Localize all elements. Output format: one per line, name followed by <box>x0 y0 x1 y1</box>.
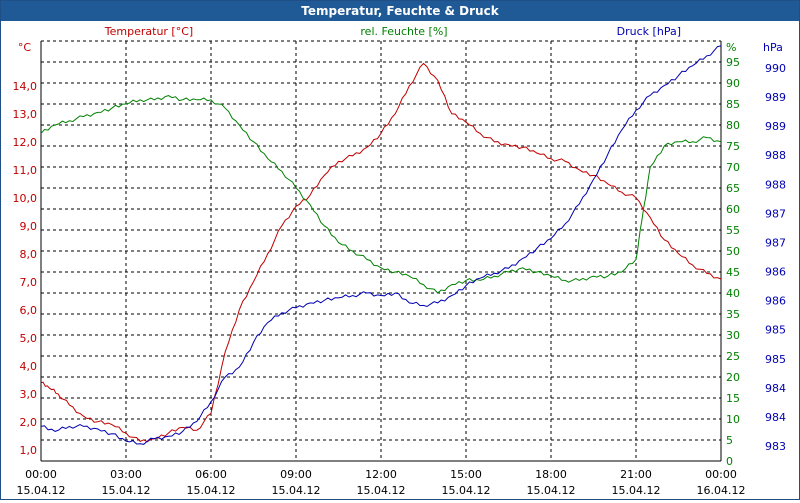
pressure-axis-title: Druck [hPa] <box>617 25 681 38</box>
pressure-axis-ticks: 983 984 984 985 985 986 986 987 987 988 988 989 989 9… <box>765 62 786 453</box>
humidity-tick-label: 95 <box>726 56 740 69</box>
temperature-tick-label: 13,0 <box>13 108 38 121</box>
series-lines <box>40 45 722 445</box>
pressure-tick-label: 988 <box>765 149 786 162</box>
x-tick-time: 12:00 <box>365 468 397 481</box>
x-tick-time: 00:00 <box>705 468 737 481</box>
humidity-tick-label: 75 <box>726 140 740 153</box>
temperature-tick-label: 7,0 <box>20 276 38 289</box>
x-tick-date: 15.04.12 <box>357 484 406 497</box>
humidity-tick-label: 55 <box>726 224 740 237</box>
temperature-tick-label: 4,0 <box>20 360 38 373</box>
pressure-tick-label: 989 <box>765 91 786 104</box>
x-tick-time: 09:00 <box>280 468 312 481</box>
x-tick-date: 15.04.12 <box>17 484 66 497</box>
temperature-tick-label: 11,0 <box>13 164 38 177</box>
pressure-tick-label: 985 <box>765 353 786 366</box>
humidity-tick-label: 80 <box>726 119 740 132</box>
pressure-tick-label: 986 <box>765 266 786 279</box>
pressure-tick-label: 989 <box>765 120 786 133</box>
x-tick-time: 21:00 <box>620 468 652 481</box>
x-tick-time: 06:00 <box>195 468 227 481</box>
pressure-tick-label: 986 <box>765 295 786 308</box>
humidity-tick-label: 45 <box>726 266 740 279</box>
humidity-tick-label: 65 <box>726 182 740 195</box>
x-tick-date: 15.04.12 <box>187 484 236 497</box>
x-tick-time: 18:00 <box>535 468 567 481</box>
window-title: Temperatur, Feuchte & Druck <box>1 1 799 21</box>
series-line-pressure <box>40 45 722 445</box>
humidity-tick-label: 85 <box>726 98 740 111</box>
x-tick-date: 15.04.12 <box>272 484 321 497</box>
humidity-axis-title: rel. Feuchte [%] <box>360 25 447 38</box>
humidity-tick-label: 20 <box>726 371 740 384</box>
humidity-tick-label: 15 <box>726 392 740 405</box>
humidity-tick-label: 25 <box>726 350 740 363</box>
humidity-unit: % <box>726 41 736 54</box>
series-line-temperature <box>40 62 722 443</box>
humidity-tick-label: 70 <box>726 161 740 174</box>
pressure-tick-label: 990 <box>765 62 786 75</box>
temperature-tick-label: 8,0 <box>20 248 38 261</box>
humidity-tick-label: 10 <box>726 413 740 426</box>
temperature-axis-ticks: 1,0 2,0 3,0 4,0 5,0 6,0 7,0 8,0 9,0 10,0 11,0 12,0 1… <box>13 80 38 457</box>
humidity-tick-label: 5 <box>726 434 733 447</box>
humidity-tick-label: 50 <box>726 245 740 258</box>
pressure-tick-label: 987 <box>765 236 786 249</box>
temperature-tick-label: 10,0 <box>13 192 38 205</box>
pressure-tick-label: 984 <box>765 411 786 424</box>
humidity-tick-label: 0 <box>726 455 733 468</box>
chart: Temperatur [°C] rel. Feuchte [%] Druck [hP… <box>13 25 787 497</box>
x-axis-ticks: 00:00 15.04.12 03:00 15.04.12 06:00 15.04.12 0… <box>17 468 746 497</box>
pressure-tick-label: 988 <box>765 178 786 191</box>
temperature-tick-label: 9,0 <box>20 220 38 233</box>
x-tick-date: 15.04.12 <box>102 484 151 497</box>
x-tick-date: 15.04.12 <box>612 484 661 497</box>
pressure-tick-label: 985 <box>765 324 786 337</box>
temperature-unit: °C <box>18 41 32 54</box>
pressure-tick-label: 987 <box>765 207 786 220</box>
axis-titles: Temperatur [°C] rel. Feuchte [%] Druck [hP… <box>18 25 783 54</box>
x-tick-date: 16.04.12 <box>697 484 746 497</box>
x-tick-time: 15:00 <box>450 468 482 481</box>
x-tick-date: 15.04.12 <box>442 484 491 497</box>
temperature-tick-label: 3,0 <box>20 388 38 401</box>
temperature-tick-label: 6,0 <box>20 304 38 317</box>
humidity-tick-label: 90 <box>726 77 740 90</box>
humidity-axis-ticks: 0 5 10 15 20 25 30 35 40 45 50 55 60 65 70 75 80 85 90 95 <box>726 56 740 468</box>
humidity-tick-label: 30 <box>726 329 740 342</box>
pressure-tick-label: 983 <box>765 440 786 453</box>
x-tick-time: 03:00 <box>110 468 142 481</box>
temperature-tick-label: 2,0 <box>20 416 38 429</box>
temperature-tick-label: 12,0 <box>13 136 38 149</box>
pressure-tick-label: 984 <box>765 382 786 395</box>
humidity-tick-label: 35 <box>726 308 740 321</box>
series-line-humidity <box>40 95 722 294</box>
grid <box>40 40 722 462</box>
temperature-tick-label: 1,0 <box>20 444 38 457</box>
temperature-tick-label: 14,0 <box>13 80 38 93</box>
x-tick-date: 15.04.12 <box>527 484 576 497</box>
pressure-unit: hPa <box>763 41 783 54</box>
x-tick-time: 00:00 <box>25 468 57 481</box>
temperature-tick-label: 5,0 <box>20 332 38 345</box>
temperature-axis-title: Temperatur [°C] <box>104 25 193 38</box>
humidity-tick-label: 60 <box>726 203 740 216</box>
humidity-tick-label: 40 <box>726 287 740 300</box>
